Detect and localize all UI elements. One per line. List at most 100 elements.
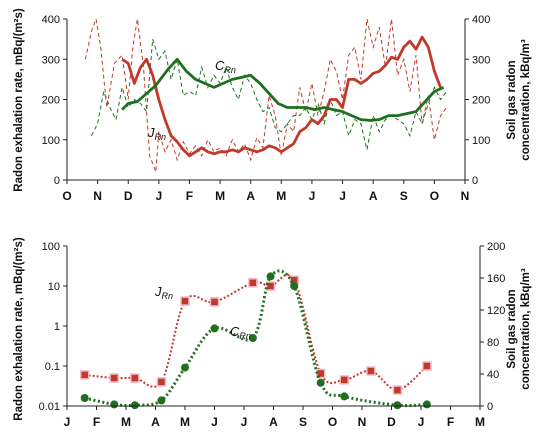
top-label-j-main: J (147, 125, 155, 140)
point-c (340, 392, 349, 401)
x-tick-label: A (246, 189, 255, 203)
bottom-series-label-j: JRn (154, 284, 173, 301)
x-tick-label: O (62, 189, 71, 203)
y-left-tick-label: 0.1 (45, 361, 60, 373)
series-line-j_avg (121, 35, 442, 158)
x-tick-label: J (156, 189, 163, 203)
bottom-label-c-sub: Rn (239, 331, 251, 341)
x-tick-label: F (93, 415, 100, 429)
y-left-tick-label: 100 (42, 135, 60, 147)
y-left-tick-label: 100 (42, 241, 60, 253)
x-tick-label: F (186, 189, 193, 203)
x-tick-label: N (93, 189, 102, 203)
point-c (316, 378, 325, 387)
top-series-label-c: CRn (215, 58, 236, 75)
point-c (393, 401, 402, 410)
y-left-tick-label: 200 (42, 95, 60, 107)
top-series-label-j: JRn (147, 125, 166, 142)
x-tick-label: S (400, 189, 408, 203)
x-tick-label: J (241, 415, 248, 429)
x-tick-label: O (430, 189, 439, 203)
x-tick-label: J (211, 415, 218, 429)
point-c (80, 394, 89, 402)
point-j (422, 361, 432, 371)
bottom-tick-labels: J F M A M J J A S O N D J F M 0.01 0.1 1 10 100 0 40 80 120 160 2… (39, 241, 506, 429)
top-label-j: JRn (147, 125, 166, 142)
x-tick-label: O (328, 415, 337, 429)
point-c (422, 400, 431, 409)
point-c (130, 401, 139, 410)
point-j (366, 366, 376, 376)
x-tick-label: M (215, 189, 225, 203)
top-label-j-sub: Rn (155, 132, 167, 142)
y-left-tick-label: 300 (42, 54, 60, 66)
point-j (79, 370, 90, 380)
bottom-label-c-main: C (230, 324, 240, 339)
series-line-c_raw (91, 38, 447, 150)
x-tick-label: N (461, 189, 470, 203)
x-tick-label: A (369, 189, 378, 203)
y-right-tick-label: 200 (472, 95, 490, 107)
y-right-tick-label: 40 (487, 369, 499, 381)
point-c (110, 400, 119, 409)
point-j (180, 296, 190, 306)
x-tick-label: S (299, 415, 307, 429)
y-left-tick-label: 400 (42, 14, 60, 26)
x-tick-label: J (339, 189, 346, 203)
bottom-axes (63, 245, 484, 410)
x-tick-label: M (276, 189, 286, 203)
top-label-c: CRn (215, 58, 236, 75)
point-c (157, 396, 166, 405)
y-right-tick-label: 400 (472, 14, 490, 26)
bottom-label-j: JRn (154, 284, 173, 301)
bottom-label-j-sub: Rn (162, 291, 174, 301)
y-left-tick-label: 1 (54, 321, 60, 333)
y-right-tick-label: 120 (487, 305, 505, 317)
y-right-tick-label: 0 (472, 175, 478, 187)
bottom-series-label-c: CRn (230, 324, 251, 341)
bottom-label-c: CRn (230, 324, 251, 341)
top-axes (63, 18, 469, 184)
x-tick-label: D (124, 189, 133, 203)
top-panel: O N D J F M A M J J A S O N01002003004000100200300400… (13, 8, 532, 203)
point-j (339, 375, 350, 385)
series-line-j_raw (84, 17, 447, 173)
point-j (209, 297, 220, 307)
x-tick-label: D (387, 415, 396, 429)
point-c (181, 363, 189, 372)
y-right-tick-label: 80 (487, 337, 499, 349)
series-line-c_avg (121, 57, 445, 122)
point-j (392, 385, 403, 395)
y-left-tick-label: 0 (54, 175, 60, 187)
x-tick-label: J (309, 189, 316, 203)
top-ylabel-right-line1: Soil gas radon (506, 60, 518, 139)
y-right-tick-label: 0 (487, 401, 493, 413)
top-ylabel-right-line2: concentration, kBq/m³ (520, 39, 532, 161)
point-j (130, 373, 140, 383)
bottom-ylabel-left: Radon exhalation rate, mBq/(m²s) (13, 237, 25, 421)
x-tick-label: N (358, 415, 367, 429)
point-c (266, 272, 275, 281)
top-label-c-sub: Rn (224, 65, 236, 75)
point-c (210, 324, 219, 333)
bottom-plot-area (79, 269, 432, 410)
y-left-tick-label: 10 (48, 281, 60, 293)
top-plot-area (84, 17, 447, 173)
point-c (248, 334, 257, 342)
point-j (156, 377, 167, 387)
top-ylabel-left: Radon exhalation rate, mBq/(m²s) (13, 8, 25, 192)
bottom-ylabel-right-line2: concentration, kBq/m³ (520, 268, 532, 390)
bottom-panel: J F M A M J J A S O N D J F M 0.01 0.1 1 10 100 0 40 80 120 160 2… (13, 237, 532, 429)
y-left-tick-label: 0.01 (39, 401, 60, 413)
bottom-ylabel-right-line1: Soil gas radon (506, 289, 518, 368)
bottom-label-j-main: J (154, 284, 162, 299)
x-tick-label: J (418, 415, 425, 429)
top-label-c-main: C (215, 58, 225, 73)
x-tick-label: J (64, 415, 71, 429)
x-tick-label: A (151, 415, 160, 429)
x-tick-label: M (121, 415, 131, 429)
x-tick-label: M (180, 415, 190, 429)
y-right-tick-label: 100 (472, 135, 490, 147)
